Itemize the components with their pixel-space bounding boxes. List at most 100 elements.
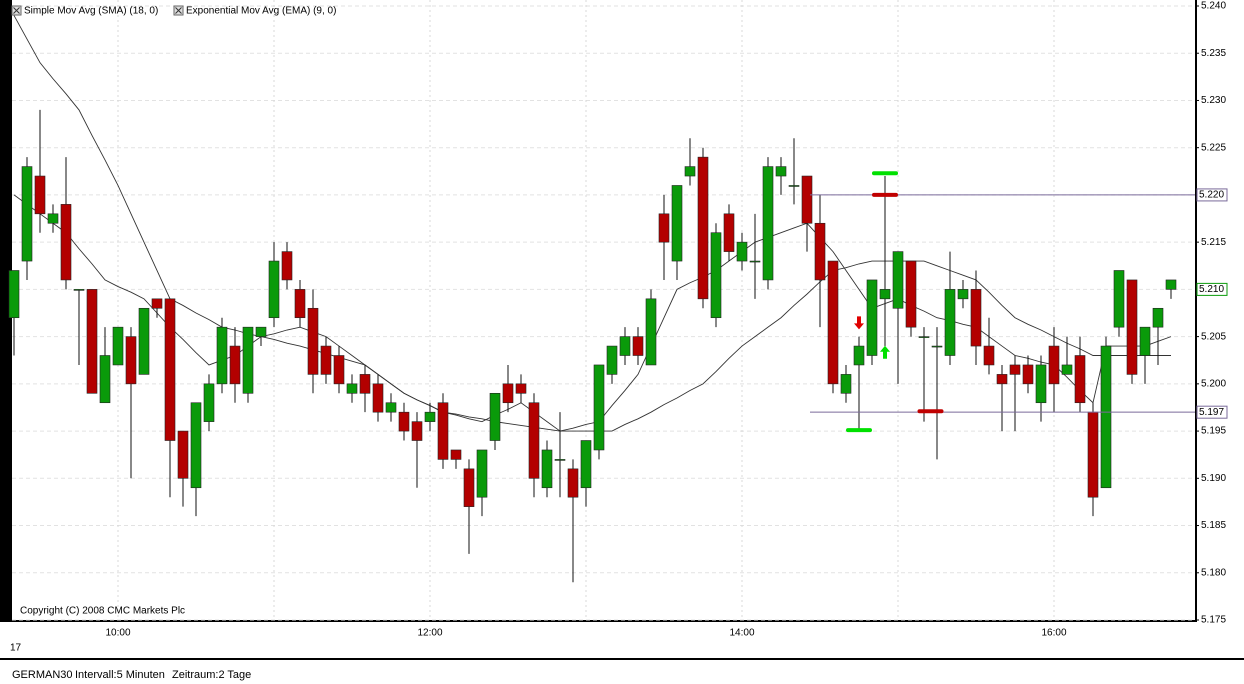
- candle-body: [125, 336, 137, 385]
- candle-body: [1100, 345, 1112, 489]
- candle-body: [528, 402, 540, 479]
- candle-body: [1126, 279, 1138, 375]
- x-tick-label: 14:00: [729, 628, 754, 639]
- candle-body: [814, 222, 826, 281]
- candle-body: [190, 402, 202, 489]
- legend-entry: Simple Mov Avg (SMA) (18, 0): [24, 6, 158, 17]
- candle-body: [164, 298, 176, 441]
- candle-body: [21, 166, 33, 262]
- candle-body: [1009, 364, 1021, 375]
- candle-body: [840, 374, 852, 394]
- signal-dash: [846, 428, 872, 433]
- candle-body: [502, 383, 514, 404]
- candle-body: [34, 175, 46, 215]
- candle-body: [1165, 279, 1177, 290]
- candle-body: [918, 336, 930, 338]
- candle-body: [229, 345, 241, 385]
- candle-body: [736, 241, 748, 262]
- candle-body: [1087, 411, 1099, 498]
- status-period: Zeitraum:2 Tage: [172, 669, 251, 681]
- y-tick-label: 5.200: [1201, 378, 1226, 389]
- candle-body: [112, 326, 124, 366]
- candle-body: [1035, 364, 1047, 404]
- candle-body: [541, 449, 553, 489]
- legend-entry: Exponential Mov Avg (EMA) (9, 0): [186, 6, 336, 17]
- candle-body: [359, 374, 371, 394]
- y-tick-label: 5.185: [1201, 520, 1226, 531]
- candle-body: [879, 289, 891, 300]
- candle-body: [372, 383, 384, 413]
- y-tick-label: 5.240: [1201, 1, 1226, 12]
- signal-arrow: [854, 316, 864, 330]
- level-label: 5.197: [1199, 407, 1224, 418]
- candle-body: [1048, 345, 1060, 385]
- x-tick-label: 16:00: [1041, 628, 1066, 639]
- last-price-label: 5.210: [1199, 284, 1224, 295]
- y-tick-label: 5.175: [1201, 615, 1226, 626]
- candle-body: [723, 213, 735, 252]
- y-tick-label: 5.205: [1201, 331, 1226, 342]
- candle-body: [619, 336, 631, 356]
- moving-average-line: [13, 15, 1171, 432]
- marks: [8, 15, 1195, 583]
- candle-body: [710, 232, 722, 319]
- copyright: Copyright (C) 2008 CMC Markets Plc: [20, 606, 185, 617]
- candle-body: [1061, 364, 1073, 375]
- y-tick-label: 5.215: [1201, 237, 1226, 248]
- legend-close-icon: [175, 7, 182, 14]
- signal-dash: [872, 192, 898, 197]
- candle-body: [1139, 326, 1151, 356]
- candle-body: [385, 402, 397, 413]
- candle-body: [866, 279, 878, 356]
- candle-body: [632, 336, 644, 356]
- x-tick-label: 12:00: [417, 628, 442, 639]
- candle-body: [424, 411, 436, 422]
- candle-body: [827, 260, 839, 385]
- candle-body: [801, 175, 813, 224]
- candle-body: [268, 260, 280, 319]
- candle-body: [476, 449, 488, 498]
- candle-body: [86, 289, 98, 394]
- candle-body: [411, 421, 423, 441]
- signal-arrow: [880, 345, 890, 359]
- candle-body: [1113, 270, 1125, 328]
- time-axis-area: [0, 622, 1244, 658]
- status-interval: Intervall:5 Minuten: [75, 669, 165, 681]
- last-price-box: [1196, 282, 1228, 296]
- candle-body: [957, 289, 969, 300]
- price-axis-area: [1197, 0, 1244, 622]
- candle-body: [1152, 307, 1164, 328]
- legend-close-icon: [13, 7, 20, 14]
- candle-body: [73, 289, 85, 291]
- candle-body: [944, 289, 956, 356]
- y-tick-label: 5.230: [1201, 95, 1226, 106]
- candle-body: [1022, 364, 1034, 385]
- candle-body: [489, 392, 501, 441]
- candle-body: [983, 345, 995, 366]
- y-tick-label: 5.195: [1201, 426, 1226, 437]
- candle-body: [996, 374, 1008, 385]
- candle-body: [580, 440, 592, 489]
- date-label: 17: [10, 643, 22, 654]
- y-tick-label: 5.225: [1201, 142, 1226, 153]
- candle-body: [853, 345, 865, 366]
- candle-body: [905, 260, 917, 328]
- candle-body: [216, 326, 228, 385]
- candle-body: [515, 383, 527, 394]
- candle-body: [450, 449, 462, 460]
- candle-body: [281, 251, 293, 281]
- candle-body: [931, 345, 943, 348]
- candle-body: [333, 355, 345, 385]
- candle-body: [645, 298, 657, 366]
- candle-body: [437, 402, 449, 460]
- candle-body: [606, 345, 618, 375]
- candle-body: [203, 383, 215, 422]
- plot-area: [12, 0, 1195, 620]
- x-tick-label: 10:00: [105, 628, 130, 639]
- candle-body: [788, 185, 800, 187]
- candle-body: [593, 364, 605, 451]
- candle-body: [463, 468, 475, 507]
- level-label: 5.220: [1199, 190, 1224, 201]
